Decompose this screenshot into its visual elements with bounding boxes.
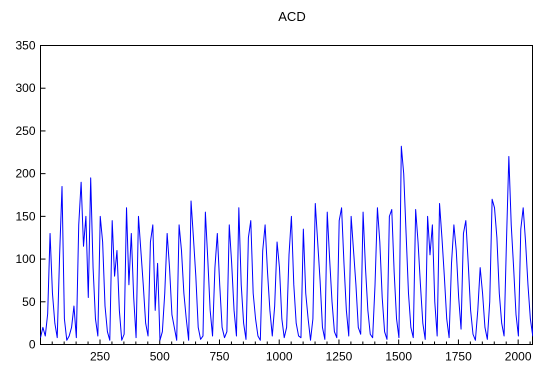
y-tick-label: 250 [15,124,35,138]
x-tick-label: 750 [209,350,229,364]
chart-title: ACD [278,9,305,24]
x-tick-label: 500 [150,350,170,364]
x-tick-label: 2000 [505,350,532,364]
series-layer [40,145,533,341]
y-axis: 0 50 100 150 200 250 300 350 [15,39,46,352]
x-axis: 250 500 750 1000 1250 1500 1750 2000 [51,339,532,364]
x-tick-label: 1750 [445,350,472,364]
y-tick-label: 0 [29,338,36,352]
x-tick-label: 1500 [385,350,412,364]
series-line [40,145,533,341]
x-tick-label: 1000 [266,350,293,364]
y-tick-label: 150 [15,209,35,223]
y-tick-label: 50 [22,295,36,309]
y-tick-label: 100 [15,252,35,266]
y-tick-label: 350 [15,39,35,53]
y-tick-label: 200 [15,167,35,181]
y-tick-label: 300 [15,81,35,95]
x-tick-label: 1250 [326,350,353,364]
x-tick-label: 250 [90,350,110,364]
